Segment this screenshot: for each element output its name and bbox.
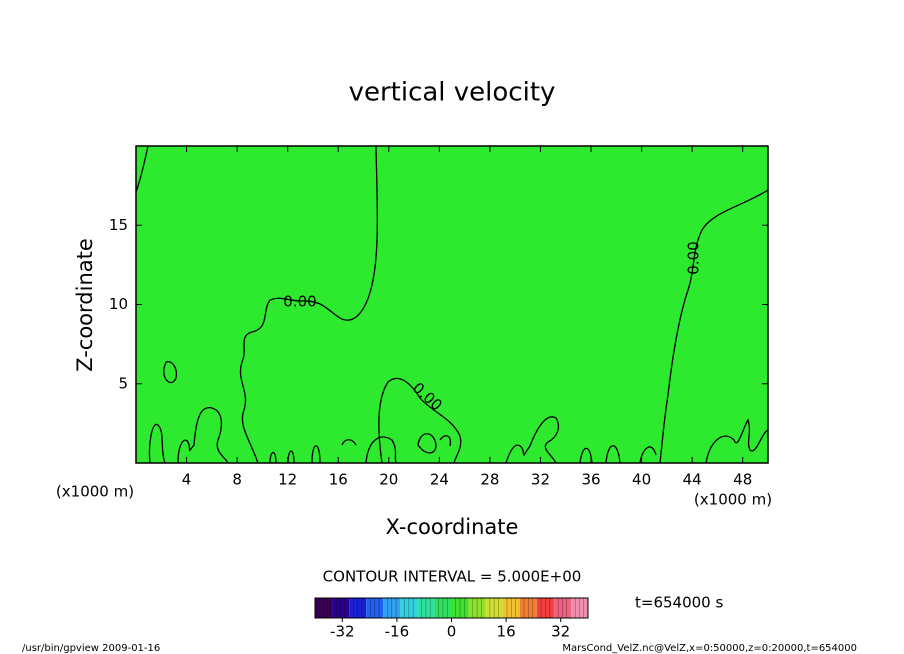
contour-line bbox=[659, 189, 769, 464]
time-label: t=654000 s bbox=[635, 594, 723, 612]
contour-line bbox=[269, 433, 452, 464]
contour-label: 0.00 bbox=[685, 241, 703, 274]
field bbox=[136, 146, 768, 463]
x-tick-label: 20 bbox=[379, 471, 398, 489]
colorbar-tick-label: 0 bbox=[447, 623, 457, 641]
colorbar-tick-label: 32 bbox=[551, 623, 570, 641]
x-tick-label: 48 bbox=[733, 471, 752, 489]
footer-left: /usr/bin/gpview 2009-01-16 bbox=[22, 643, 160, 654]
contour-line bbox=[135, 145, 149, 193]
y-tick-label: 10 bbox=[109, 295, 128, 313]
contour-interval: CONTOUR INTERVAL = 5.000E+00 bbox=[323, 568, 582, 586]
plot-area bbox=[135, 145, 769, 464]
x-units: (x1000 m) bbox=[694, 491, 772, 509]
colorbar: -32 -16 0 16 32 bbox=[314, 597, 589, 641]
contour-line bbox=[148, 361, 229, 464]
x-tick-label: 28 bbox=[480, 471, 499, 489]
y-tick-label: 5 bbox=[118, 374, 128, 392]
contour-line bbox=[378, 377, 462, 464]
footer-right: MarsCond_VelZ.nc@VelZ,x=0:50000,z=0:2000… bbox=[562, 643, 857, 654]
x-tick-label: 12 bbox=[278, 471, 297, 489]
colorbar-tick-label: 16 bbox=[497, 623, 516, 641]
chart-title: vertical velocity bbox=[349, 78, 556, 108]
y-axis-label: Z-coordinate bbox=[73, 238, 97, 372]
y-tick-label: 15 bbox=[109, 216, 128, 234]
colorbar-tick-label: -32 bbox=[330, 623, 355, 641]
contour-line bbox=[239, 145, 379, 464]
x-tick-label: 8 bbox=[232, 471, 242, 489]
x-tick-label: 44 bbox=[683, 471, 702, 489]
x-tick-label: 32 bbox=[531, 471, 550, 489]
x-axis-label: X-coordinate bbox=[386, 515, 519, 539]
x-tick-label: 40 bbox=[632, 471, 651, 489]
x-tick-label: 4 bbox=[182, 471, 192, 489]
contour-label: 0.00 bbox=[283, 293, 316, 311]
x-tick-label: 36 bbox=[581, 471, 600, 489]
y-units: (x1000 m) bbox=[56, 483, 134, 501]
colorbar-tick-label: -16 bbox=[385, 623, 410, 641]
x-tick-label: 24 bbox=[430, 471, 449, 489]
contour-line bbox=[505, 416, 769, 464]
x-tick-label: 16 bbox=[329, 471, 348, 489]
